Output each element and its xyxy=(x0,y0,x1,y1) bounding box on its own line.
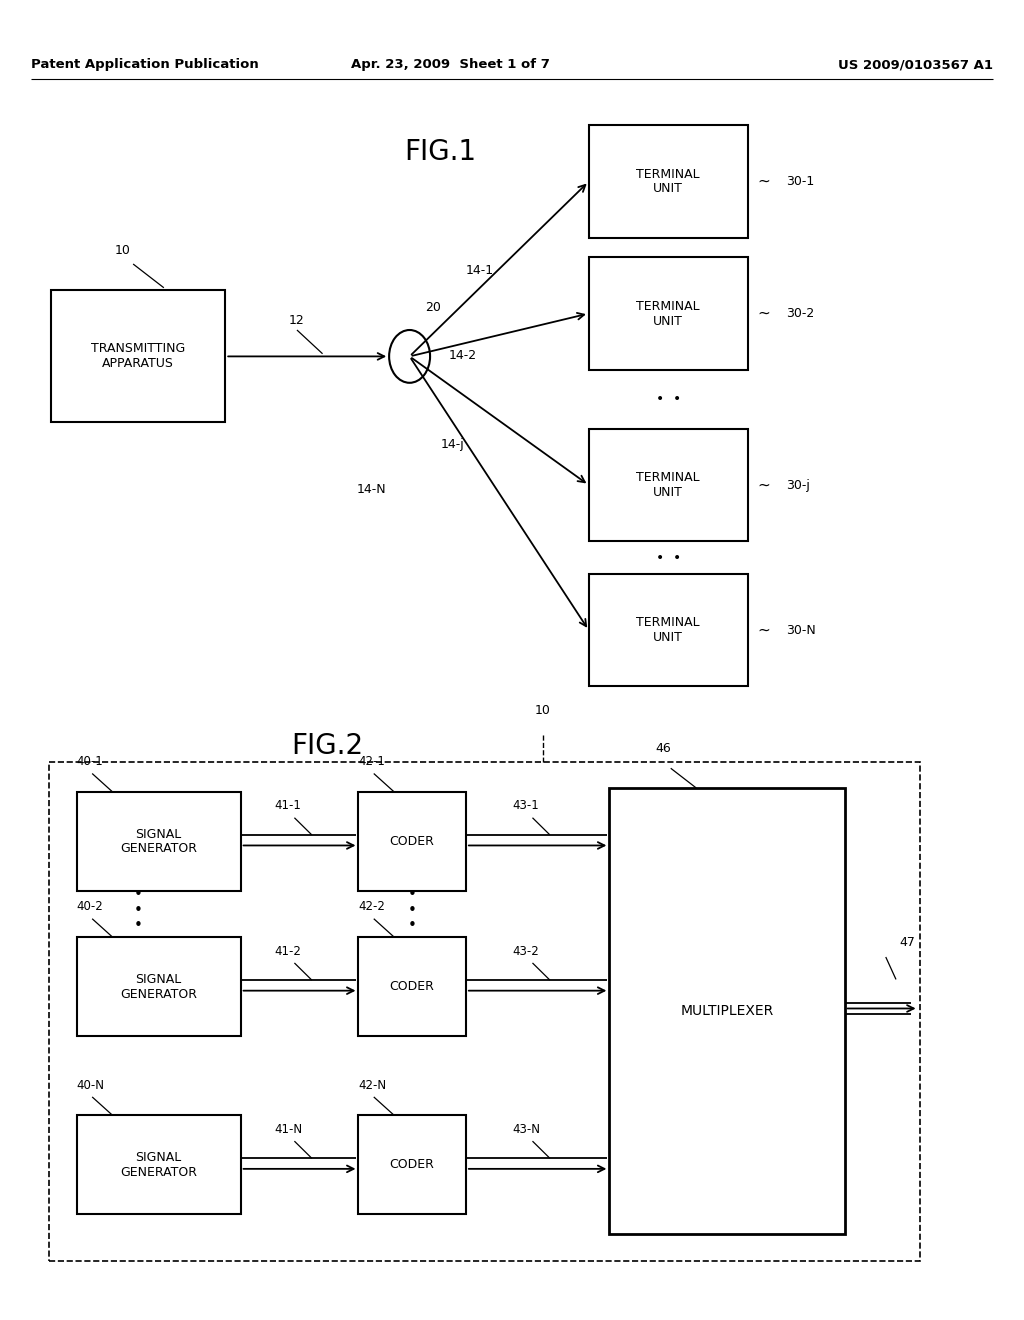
Text: ~: ~ xyxy=(758,306,770,321)
Text: •: • xyxy=(408,903,417,917)
Text: Patent Application Publication: Patent Application Publication xyxy=(31,58,258,71)
Text: TERMINAL
UNIT: TERMINAL UNIT xyxy=(636,300,700,327)
Text: 46: 46 xyxy=(655,742,671,755)
Text: SIGNAL
GENERATOR: SIGNAL GENERATOR xyxy=(120,828,198,855)
Text: 30-j: 30-j xyxy=(786,479,810,491)
Text: TRANSMITTING
APPARATUS: TRANSMITTING APPARATUS xyxy=(91,342,185,371)
Text: •  •: • • xyxy=(655,550,681,565)
Text: TERMINAL
UNIT: TERMINAL UNIT xyxy=(636,168,700,195)
Bar xyxy=(358,937,466,1036)
Text: 41-N: 41-N xyxy=(273,1123,302,1135)
Bar xyxy=(589,429,748,541)
Text: 42-1: 42-1 xyxy=(358,755,385,768)
Text: 40-N: 40-N xyxy=(77,1078,104,1092)
Text: CODER: CODER xyxy=(390,836,434,847)
Text: 43-2: 43-2 xyxy=(512,945,539,958)
Text: 40-1: 40-1 xyxy=(77,755,103,768)
Text: 41-2: 41-2 xyxy=(273,945,301,958)
Text: 14-2: 14-2 xyxy=(449,348,476,362)
Text: 47: 47 xyxy=(899,936,915,949)
Text: 42-2: 42-2 xyxy=(358,900,385,913)
Text: ~: ~ xyxy=(758,623,770,638)
Text: CODER: CODER xyxy=(390,981,434,993)
Text: 20: 20 xyxy=(425,301,441,314)
Text: ~: ~ xyxy=(758,478,770,492)
Text: 30-N: 30-N xyxy=(786,624,816,636)
Text: 40-2: 40-2 xyxy=(77,900,103,913)
Text: 30-1: 30-1 xyxy=(786,176,815,187)
Bar xyxy=(77,937,241,1036)
Bar xyxy=(589,125,748,238)
Text: 30-2: 30-2 xyxy=(786,308,815,319)
Text: FIG.2: FIG.2 xyxy=(292,731,364,760)
Text: •: • xyxy=(134,903,142,917)
Text: Apr. 23, 2009  Sheet 1 of 7: Apr. 23, 2009 Sheet 1 of 7 xyxy=(351,58,550,71)
Text: SIGNAL
GENERATOR: SIGNAL GENERATOR xyxy=(120,1151,198,1179)
Text: 14-N: 14-N xyxy=(356,483,386,496)
Bar xyxy=(589,574,748,686)
Bar xyxy=(609,788,845,1234)
Text: 41-1: 41-1 xyxy=(273,800,301,812)
Bar xyxy=(589,257,748,370)
Bar xyxy=(358,1115,466,1214)
Bar xyxy=(51,290,225,422)
Bar xyxy=(49,762,920,1261)
Text: •: • xyxy=(134,919,142,933)
Bar xyxy=(77,792,241,891)
Text: CODER: CODER xyxy=(390,1159,434,1171)
Text: 43-1: 43-1 xyxy=(512,800,539,812)
Text: ~: ~ xyxy=(758,174,770,189)
Text: 42-N: 42-N xyxy=(358,1078,386,1092)
Text: 12: 12 xyxy=(289,314,305,327)
Text: 10: 10 xyxy=(115,244,131,257)
Text: •: • xyxy=(408,887,417,902)
Bar xyxy=(77,1115,241,1214)
Text: •: • xyxy=(134,887,142,902)
Text: SIGNAL
GENERATOR: SIGNAL GENERATOR xyxy=(120,973,198,1001)
Text: 10: 10 xyxy=(535,704,551,717)
Text: FIG.1: FIG.1 xyxy=(404,137,476,166)
Text: TERMINAL
UNIT: TERMINAL UNIT xyxy=(636,471,700,499)
Text: MULTIPLEXER: MULTIPLEXER xyxy=(680,1005,774,1018)
Text: 43-N: 43-N xyxy=(512,1123,540,1135)
Text: 14-j: 14-j xyxy=(440,438,464,451)
Bar xyxy=(358,792,466,891)
Text: TERMINAL
UNIT: TERMINAL UNIT xyxy=(636,616,700,644)
Text: 14-1: 14-1 xyxy=(466,264,494,277)
Text: •: • xyxy=(408,919,417,933)
Text: •  •: • • xyxy=(655,392,681,407)
Text: US 2009/0103567 A1: US 2009/0103567 A1 xyxy=(839,58,993,71)
